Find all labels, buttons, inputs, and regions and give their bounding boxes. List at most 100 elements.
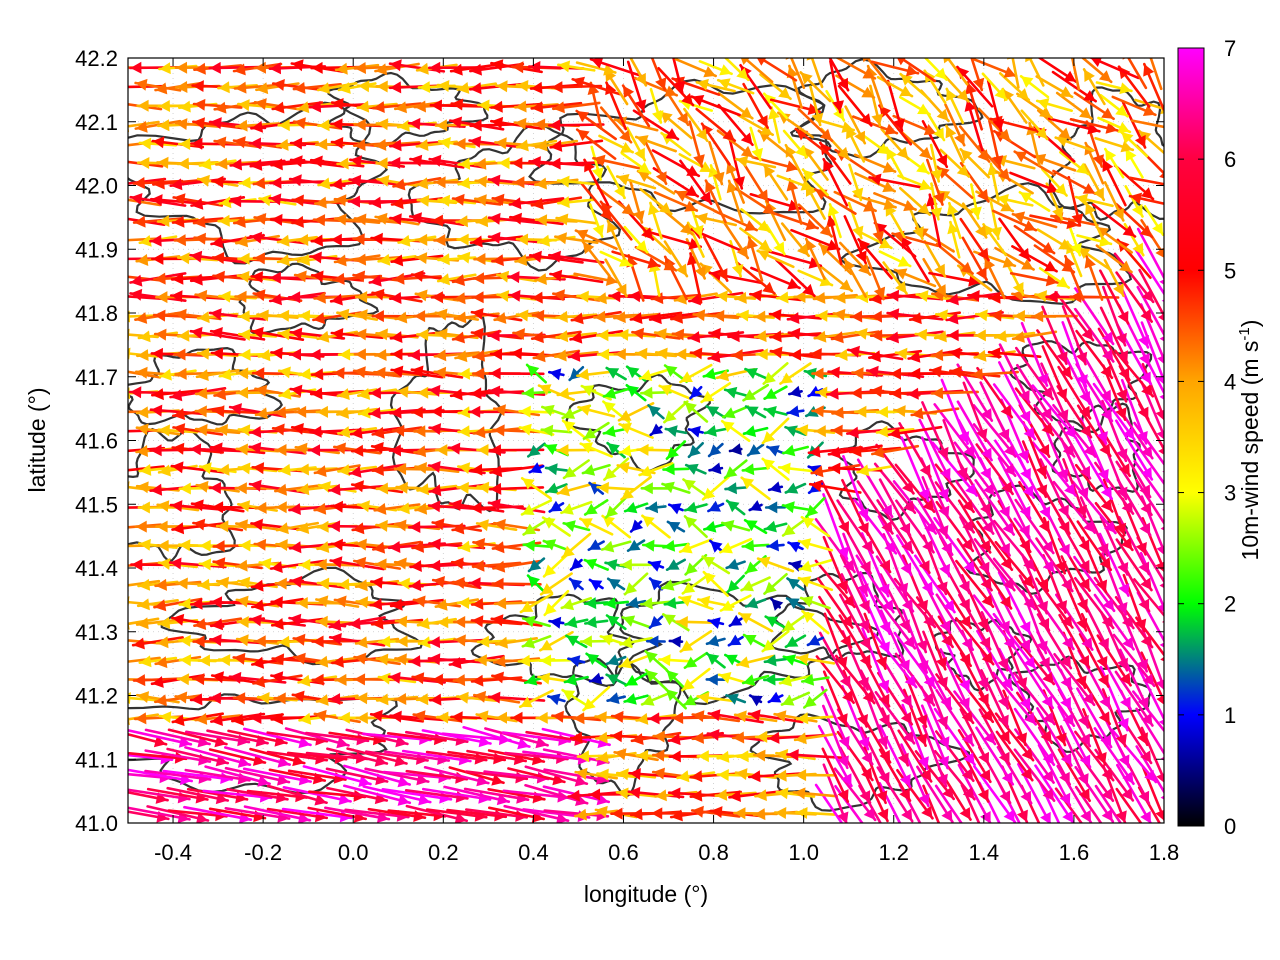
wind-arrow <box>800 673 830 686</box>
wind-arrow <box>1057 420 1092 480</box>
wind-arrow <box>856 464 895 477</box>
wind-arrow <box>228 671 287 684</box>
wind-arrow <box>705 404 727 419</box>
wind-arrow <box>708 462 724 475</box>
wind-arrow <box>800 515 831 538</box>
wind-arrow <box>620 152 652 175</box>
y-tick-label: 41.2 <box>75 684 118 709</box>
y-tick-label: 42.1 <box>75 110 118 135</box>
wind-arrow <box>762 362 789 386</box>
wind-arrow <box>648 577 664 591</box>
wind-arrow <box>644 649 668 671</box>
x-axis-label: longitude (°) <box>584 881 708 907</box>
wind-arrow <box>134 78 182 92</box>
wind-arrow <box>619 558 653 571</box>
wind-arrow <box>747 709 804 724</box>
wind-arrow <box>946 201 962 240</box>
wind-arrow <box>998 72 1031 102</box>
wind-arrow <box>879 609 911 674</box>
wind-arrow <box>352 138 402 151</box>
wind-arrow <box>1084 254 1104 301</box>
wind-arrow <box>583 558 609 571</box>
wind-arrow <box>330 328 384 340</box>
wind-arrow <box>767 691 784 704</box>
wind-arrow <box>908 311 962 325</box>
wind-arrow <box>660 578 691 591</box>
wind-arrow <box>894 463 936 514</box>
wind-arrow <box>455 215 499 228</box>
wind-arrow <box>1036 228 1073 251</box>
wind-arrow <box>897 729 933 783</box>
wind-arrow <box>705 673 727 686</box>
wind-arrow <box>873 462 917 515</box>
wind-arrow <box>959 217 990 262</box>
wind-arrow <box>782 129 809 159</box>
wind-arrow <box>1009 271 1060 287</box>
wind-arrow <box>556 60 596 73</box>
wind-arrow <box>920 685 950 751</box>
wind-arrow <box>1040 362 1069 424</box>
wind-arrow <box>873 594 917 650</box>
wind-arrow <box>771 211 820 231</box>
wind-arrow <box>817 263 854 293</box>
wind-arrow <box>705 652 726 669</box>
y-tick-label: 41.3 <box>75 620 118 645</box>
wind-arrow <box>933 403 977 459</box>
wind-arrow <box>468 62 525 76</box>
wind-arrow <box>213 101 262 114</box>
wind-arrow <box>780 222 811 258</box>
wind-arrow <box>644 668 668 691</box>
wind-arrow <box>848 445 902 458</box>
wind-arrow <box>954 479 995 535</box>
wind-arrow <box>250 518 305 532</box>
wind-arrow <box>1031 384 1078 440</box>
wind-arrow <box>581 240 611 278</box>
wind-arrow <box>524 765 589 787</box>
wind-arrow <box>492 404 541 417</box>
colorbar-tick-label: 1 <box>1224 703 1236 728</box>
wind-arrow <box>976 520 1014 572</box>
wind-arrow <box>992 671 1037 726</box>
wind-arrow <box>547 368 565 381</box>
wind-arrow <box>1143 62 1164 111</box>
wind-arrow <box>611 250 661 269</box>
wind-arrow <box>737 612 774 633</box>
wind-arrow <box>493 311 540 324</box>
wind-arrow <box>953 690 997 746</box>
wind-arrow <box>621 615 651 629</box>
x-tick-label: 0.8 <box>698 840 729 865</box>
wind-arrow <box>665 558 687 572</box>
wind-arrow <box>683 501 708 514</box>
wind-arrow <box>1033 670 1076 728</box>
wind-arrow <box>530 330 582 344</box>
wind-arrow <box>289 575 346 589</box>
wind-arrow <box>982 223 1008 257</box>
wind-arrow <box>405 804 469 823</box>
wind-arrow <box>988 119 1004 169</box>
wind-arrow <box>1074 576 1115 630</box>
colorbar-ticks: 0 1 2 3 4 5 6 7 <box>1178 36 1236 839</box>
wind-arrow <box>540 424 573 437</box>
wind-arrow <box>562 459 590 480</box>
wind-arrow <box>869 84 884 127</box>
wind-arrow <box>157 424 199 437</box>
wind-arrow <box>987 162 1000 203</box>
wind-arrow <box>316 82 358 94</box>
wind-arrow <box>342 764 412 788</box>
wind-arrow <box>815 309 856 322</box>
wind-arrow <box>920 436 949 503</box>
wind-arrow <box>797 107 834 142</box>
wind-arrow <box>1034 764 1075 823</box>
wind-arrow <box>603 597 630 610</box>
wind-arrow <box>744 405 767 419</box>
wind-arrow <box>954 617 995 666</box>
wind-arrow <box>149 483 207 496</box>
wind-arrow <box>1111 95 1157 117</box>
wind-arrow <box>1116 763 1153 823</box>
wind-arrow <box>1020 109 1049 141</box>
x-tick-label: 0.0 <box>338 840 369 865</box>
wind-arrow <box>679 363 713 384</box>
wind-arrow <box>1036 630 1073 691</box>
wind-arrow <box>576 750 616 763</box>
